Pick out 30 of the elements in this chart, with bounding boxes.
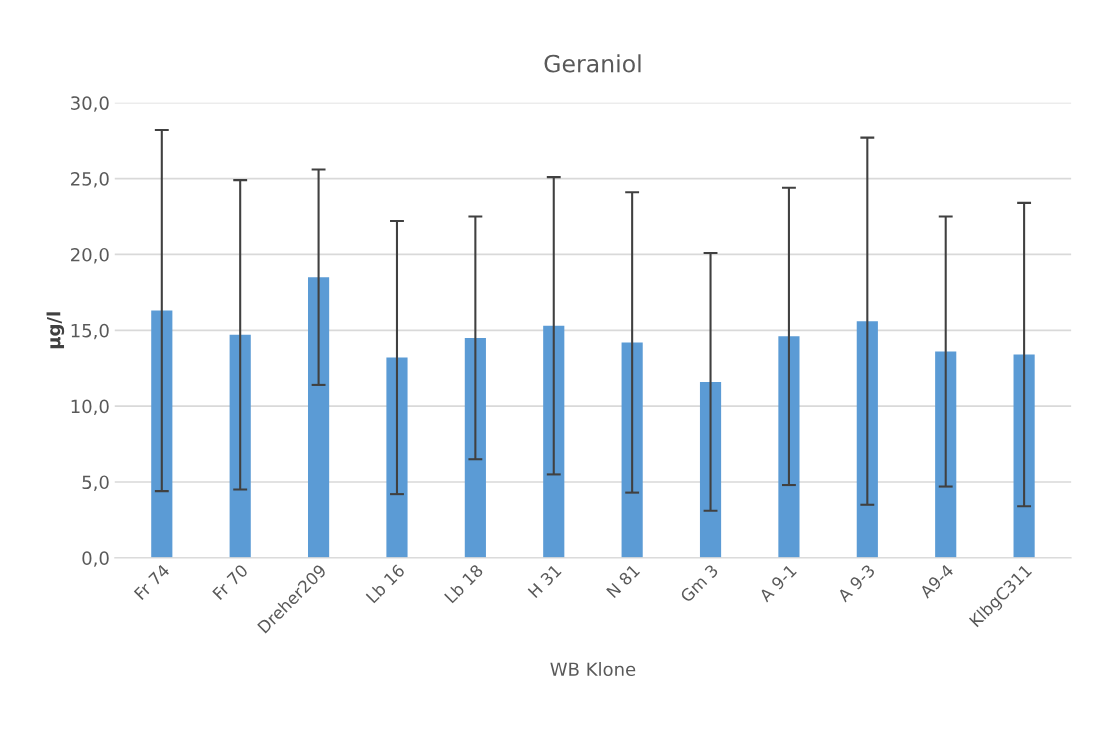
bar — [856, 321, 878, 558]
y-tick-label: 10,0 — [71, 399, 109, 416]
bar — [621, 342, 643, 558]
bar — [1013, 354, 1035, 558]
x-tick-label: A 9-1 — [758, 564, 797, 603]
bar — [778, 336, 800, 558]
x-tick-label: N 81 — [605, 564, 641, 599]
y-tick-label: 25,0 — [71, 172, 109, 188]
bar — [229, 334, 251, 558]
y-axis-title: µg/l — [46, 312, 65, 349]
y-tick-label: 30,0 — [71, 96, 109, 112]
bar — [935, 351, 957, 558]
x-tick-label: Lb 18 — [443, 563, 484, 604]
x-tick-label: A 9-3 — [836, 563, 876, 603]
y-tick-label: 5,0 — [82, 475, 109, 491]
bar — [151, 310, 173, 558]
bar — [543, 325, 565, 558]
x-tick-label: Lb 16 — [365, 563, 406, 604]
y-tick-label: 15,0 — [71, 323, 109, 340]
x-tick-label: H 31 — [527, 564, 562, 599]
x-tick-label: Gm 3 — [679, 563, 719, 604]
chart-title: Geraniol — [544, 54, 641, 73]
x-tick-label: Fr 70 — [212, 563, 249, 601]
bar — [308, 277, 330, 558]
x-axis-title: WB Klone — [550, 662, 636, 677]
x-tick-label: Fr 74 — [133, 563, 171, 601]
bar — [464, 337, 486, 558]
bar — [386, 357, 408, 558]
y-tick-label: 20,0 — [71, 247, 109, 264]
y-tick-label: 0,0 — [82, 551, 109, 567]
